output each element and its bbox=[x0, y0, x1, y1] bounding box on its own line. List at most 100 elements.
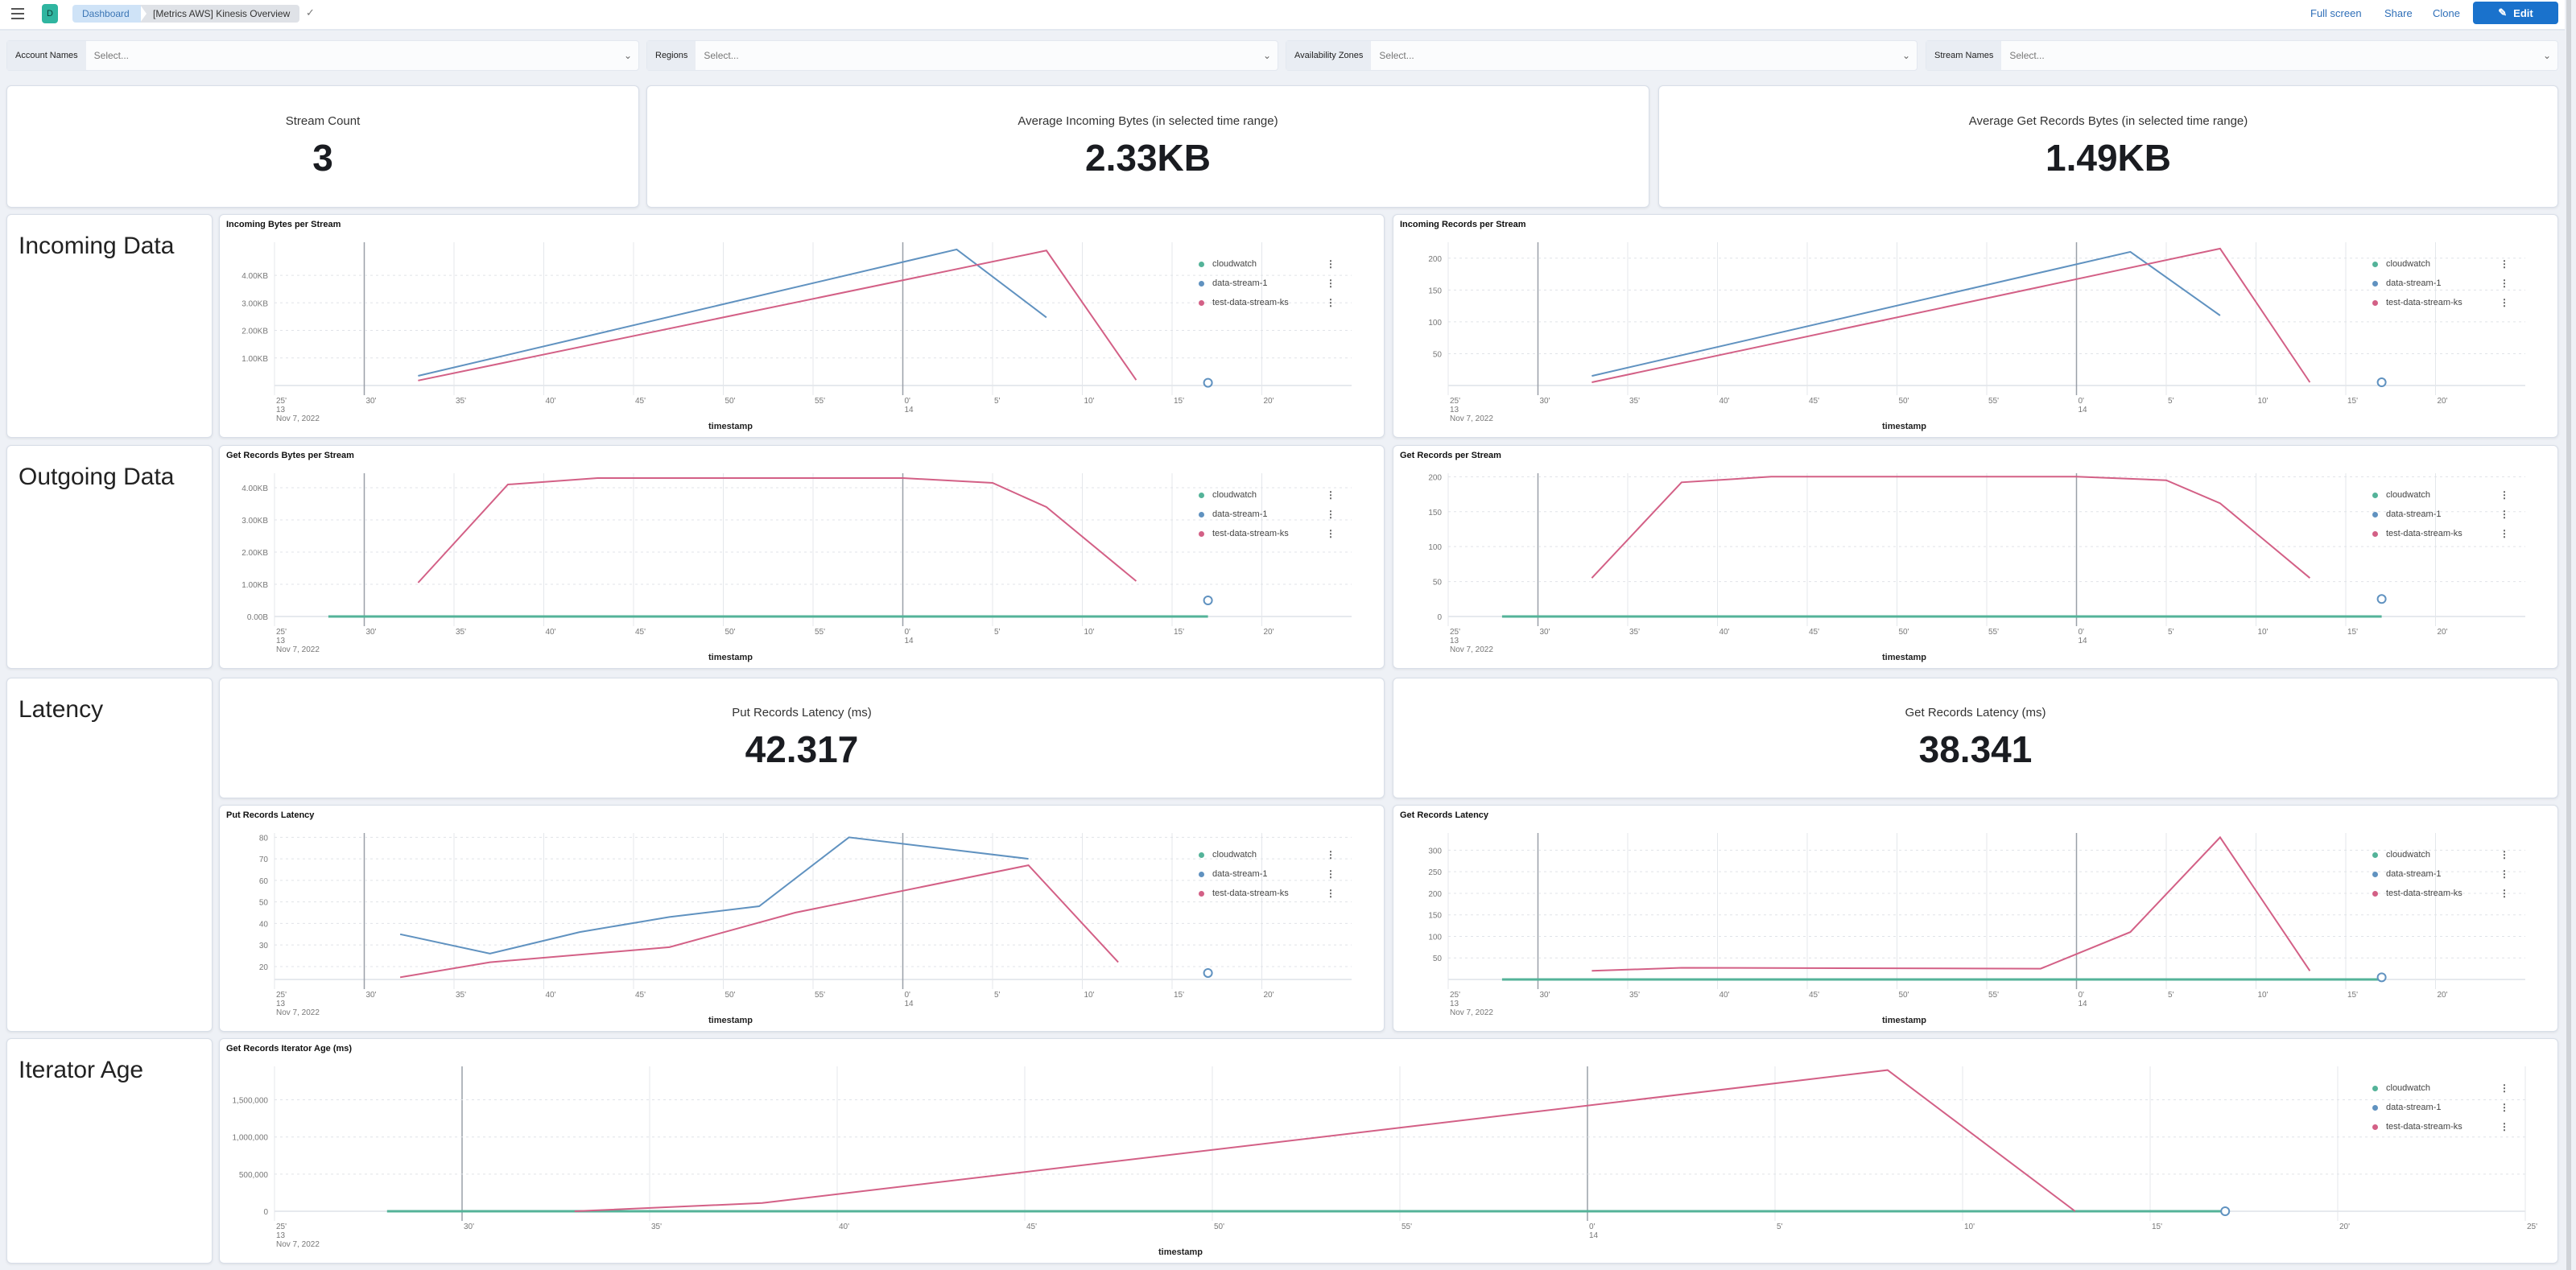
y-tick-label: 150 bbox=[1428, 509, 1442, 517]
y-tick-label: 4.00KB bbox=[242, 272, 268, 281]
series-point-data-stream-1[interactable] bbox=[1203, 967, 1213, 978]
legend-item[interactable]: test-data-stream-ks ⋮ bbox=[2372, 528, 2509, 539]
chevron-down-icon[interactable]: ⌄ bbox=[623, 50, 633, 61]
legend-item[interactable]: data-stream-1 ⋮ bbox=[2372, 509, 2509, 520]
y-tick-label: 3.00KB bbox=[242, 517, 268, 526]
stream-count-panel: Stream Count 3 bbox=[6, 85, 639, 208]
clone-link[interactable]: Clone bbox=[2433, 7, 2460, 19]
legend-item[interactable]: data-stream-1 ⋮ bbox=[1199, 509, 1335, 520]
legend-item[interactable]: test-data-stream-ks ⋮ bbox=[2372, 297, 2509, 308]
legend-item[interactable]: data-stream-1 ⋮ bbox=[1199, 278, 1335, 289]
more-vertical-icon[interactable]: ⋮ bbox=[2500, 888, 2509, 899]
x-axis-date: Nov 7, 2022 bbox=[276, 1008, 320, 1017]
menu-icon[interactable] bbox=[11, 8, 24, 19]
more-vertical-icon[interactable]: ⋮ bbox=[1326, 278, 1335, 289]
more-vertical-icon[interactable]: ⋮ bbox=[1326, 888, 1335, 899]
more-vertical-icon[interactable]: ⋮ bbox=[1326, 849, 1335, 860]
legend-item[interactable]: cloudwatch ⋮ bbox=[2372, 489, 2509, 501]
avg-incoming-bytes-panel: Average Incoming Bytes (in selected time… bbox=[646, 85, 1649, 208]
more-vertical-icon[interactable]: ⋮ bbox=[1326, 868, 1335, 880]
x-tick-sublabel: 13 bbox=[276, 637, 286, 645]
more-vertical-icon[interactable]: ⋮ bbox=[2500, 868, 2509, 880]
legend-item[interactable]: cloudwatch ⋮ bbox=[1199, 258, 1335, 270]
x-tick-label: 50' bbox=[1214, 1223, 1224, 1231]
y-tick-label: 1,500,000 bbox=[233, 1097, 269, 1106]
x-tick-sublabel: 13 bbox=[1450, 1000, 1459, 1008]
legend-item[interactable]: data-stream-1 ⋮ bbox=[2372, 278, 2509, 289]
x-tick-label: 40' bbox=[1719, 628, 1730, 637]
legend-item[interactable]: data-stream-1 ⋮ bbox=[2372, 1102, 2509, 1113]
more-vertical-icon[interactable]: ⋮ bbox=[2500, 1121, 2509, 1132]
x-axis-title: timestamp bbox=[1882, 1016, 1926, 1025]
series-point-data-stream-1[interactable] bbox=[2376, 594, 2387, 604]
legend-label: cloudwatch bbox=[1212, 259, 1257, 269]
more-vertical-icon[interactable]: ⋮ bbox=[2500, 1082, 2509, 1094]
more-vertical-icon[interactable]: ⋮ bbox=[1326, 258, 1335, 270]
legend-item[interactable]: test-data-stream-ks ⋮ bbox=[1199, 888, 1335, 899]
more-vertical-icon[interactable]: ⋮ bbox=[2500, 509, 2509, 520]
series-point-data-stream-1[interactable] bbox=[2220, 1206, 2231, 1216]
legend-item[interactable]: test-data-stream-ks ⋮ bbox=[2372, 888, 2509, 899]
series-point-data-stream-1[interactable] bbox=[2376, 377, 2387, 388]
x-tick-label: 50' bbox=[1899, 628, 1909, 637]
legend-color-dot bbox=[1199, 299, 1204, 306]
more-vertical-icon[interactable]: ⋮ bbox=[1326, 297, 1335, 308]
series-line-test-data-stream-ks bbox=[418, 249, 1137, 381]
x-axis-title: timestamp bbox=[708, 1016, 753, 1025]
legend-item[interactable]: data-stream-1 ⋮ bbox=[1199, 868, 1335, 880]
legend-item[interactable]: cloudwatch ⋮ bbox=[1199, 849, 1335, 860]
legend-item[interactable]: cloudwatch ⋮ bbox=[2372, 849, 2509, 860]
series-point-data-stream-1[interactable] bbox=[1203, 596, 1213, 605]
regions-filter[interactable]: Regions Select... ⌄ bbox=[646, 40, 1278, 71]
legend-item[interactable]: test-data-stream-ks ⋮ bbox=[1199, 528, 1335, 539]
availability-zones-filter[interactable]: Availability Zones Select... ⌄ bbox=[1286, 40, 1918, 71]
chevron-down-icon[interactable]: ⌄ bbox=[1262, 50, 1272, 61]
y-tick-label: 0 bbox=[263, 1208, 268, 1217]
legend-item[interactable]: test-data-stream-ks ⋮ bbox=[2372, 1121, 2509, 1132]
x-tick-label: 35' bbox=[1629, 397, 1640, 406]
legend-item[interactable]: cloudwatch ⋮ bbox=[1199, 489, 1335, 501]
chevron-down-icon[interactable]: ⌄ bbox=[2542, 50, 2552, 61]
series-point-data-stream-1[interactable] bbox=[1203, 377, 1213, 388]
legend-color-dot bbox=[1199, 280, 1204, 287]
x-tick-label: 15' bbox=[2347, 628, 2358, 637]
more-vertical-icon[interactable]: ⋮ bbox=[1326, 509, 1335, 520]
more-vertical-icon[interactable]: ⋮ bbox=[2500, 528, 2509, 539]
series-point-data-stream-1[interactable] bbox=[2376, 972, 2387, 983]
edit-button[interactable]: ✎ Edit bbox=[2473, 2, 2558, 24]
more-vertical-icon[interactable]: ⋮ bbox=[2500, 278, 2509, 289]
more-vertical-icon[interactable]: ⋮ bbox=[1326, 489, 1335, 501]
y-tick-label: 30 bbox=[259, 942, 269, 950]
x-tick-label: 45' bbox=[1026, 1223, 1037, 1231]
x-tick-label: 10' bbox=[1084, 628, 1095, 637]
x-tick-label: 40' bbox=[1719, 991, 1730, 1000]
legend-item[interactable]: cloudwatch ⋮ bbox=[2372, 1082, 2509, 1094]
series-line-test-data-stream-ks bbox=[574, 1069, 2076, 1212]
legend-item[interactable]: cloudwatch ⋮ bbox=[2372, 258, 2509, 270]
x-tick-label: 0' bbox=[905, 397, 911, 406]
breadcrumb-dashboard[interactable]: Dashboard bbox=[72, 5, 141, 23]
more-vertical-icon[interactable]: ⋮ bbox=[2500, 258, 2509, 270]
share-link[interactable]: Share bbox=[2384, 7, 2413, 19]
legend-color-dot bbox=[2372, 511, 2378, 517]
y-tick-label: 200 bbox=[1428, 890, 1442, 899]
legend-item[interactable]: data-stream-1 ⋮ bbox=[2372, 868, 2509, 880]
more-vertical-icon[interactable]: ⋮ bbox=[1326, 528, 1335, 539]
chevron-down-icon[interactable]: ⌄ bbox=[1901, 50, 1911, 61]
more-vertical-icon[interactable]: ⋮ bbox=[2500, 297, 2509, 308]
legend-item[interactable]: test-data-stream-ks ⋮ bbox=[1199, 297, 1335, 308]
full-screen-link[interactable]: Full screen bbox=[2310, 7, 2362, 19]
x-tick-label: 55' bbox=[1402, 1223, 1412, 1231]
metric-title: Average Get Records Bytes (in selected t… bbox=[1968, 113, 2248, 128]
series-line-test-data-stream-ks bbox=[1591, 835, 2311, 972]
more-vertical-icon[interactable]: ⋮ bbox=[2500, 849, 2509, 860]
legend-color-dot bbox=[2372, 890, 2378, 897]
account-names-filter[interactable]: Account Names Select... ⌄ bbox=[6, 40, 639, 71]
y-tick-label: 500,000 bbox=[239, 1171, 269, 1180]
space-avatar[interactable]: D bbox=[42, 4, 58, 23]
stream-names-filter[interactable]: Stream Names Select... ⌄ bbox=[1926, 40, 2558, 71]
page-scrollbar[interactable] bbox=[2566, 0, 2571, 1270]
x-tick-label: 30' bbox=[366, 991, 377, 1000]
more-vertical-icon[interactable]: ⋮ bbox=[2500, 1102, 2509, 1113]
more-vertical-icon[interactable]: ⋮ bbox=[2500, 489, 2509, 501]
